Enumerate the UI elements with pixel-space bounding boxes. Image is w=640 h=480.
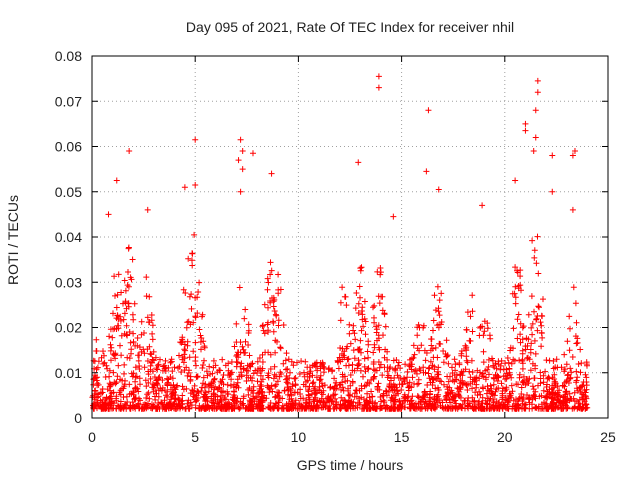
roti-point [181, 184, 188, 191]
grid-lines [92, 56, 608, 418]
roti-point [192, 181, 199, 188]
roti-point-cloud [89, 231, 591, 412]
x-tick-label: 25 [600, 429, 616, 445]
roti-point [235, 157, 242, 164]
data-points [89, 73, 591, 412]
roti-point [192, 136, 199, 143]
x-tick-label: 10 [291, 429, 307, 445]
roti-point [268, 170, 275, 177]
roti-point [390, 213, 397, 220]
roti-point [435, 186, 442, 193]
roti-point [237, 188, 244, 195]
roti-point [532, 134, 539, 141]
roti-point [479, 202, 486, 209]
x-axis-label: GPS time / hours [297, 457, 404, 473]
roti-point [571, 148, 578, 155]
y-tick-label: 0.01 [55, 365, 82, 381]
x-tick-label: 15 [394, 429, 410, 445]
roti-point [105, 211, 112, 218]
roti-point [512, 177, 519, 184]
y-tick-label: 0.03 [55, 274, 82, 290]
roti-point [355, 159, 362, 166]
roti-point [144, 206, 151, 213]
roti-point [249, 150, 256, 157]
roti-point [375, 73, 382, 80]
roti-point [549, 188, 556, 195]
roti-point [375, 84, 382, 91]
chart-title: Day 095 of 2021, Rate Of TEC Index for r… [186, 19, 514, 35]
x-tick-label: 0 [88, 429, 96, 445]
roti-point [569, 206, 576, 213]
roti-point [549, 152, 556, 159]
y-tick-label: 0.07 [55, 93, 82, 109]
y-tick-label: 0.05 [55, 184, 82, 200]
roti-point [569, 152, 576, 159]
roti-point [237, 136, 244, 143]
roti-point [522, 127, 529, 134]
x-tick-label: 5 [191, 429, 199, 445]
roti-point [534, 77, 541, 84]
y-tick-label: 0 [74, 410, 82, 426]
y-tick-label: 0.08 [55, 48, 82, 64]
x-tick-label: 20 [497, 429, 513, 445]
roti-point [534, 89, 541, 96]
y-tick-label: 0.04 [55, 229, 82, 245]
y-tick-label: 0.06 [55, 139, 82, 155]
roti-point [532, 107, 539, 114]
roti-point [113, 177, 120, 184]
roti-point [239, 148, 246, 155]
y-tick-label: 0.02 [55, 320, 82, 336]
y-axis-label: ROTI / TECUs [5, 195, 21, 285]
roti-point [522, 120, 529, 127]
roti-point [423, 168, 430, 175]
roti-point [126, 148, 133, 155]
roti-point [530, 148, 537, 155]
roti-point [425, 107, 432, 114]
roti-point [239, 166, 246, 173]
axes: 0 5 10 15 20 25 0 0.01 0.02 0.03 0.04 0.05 0.06 0.07 0… [55, 48, 616, 445]
